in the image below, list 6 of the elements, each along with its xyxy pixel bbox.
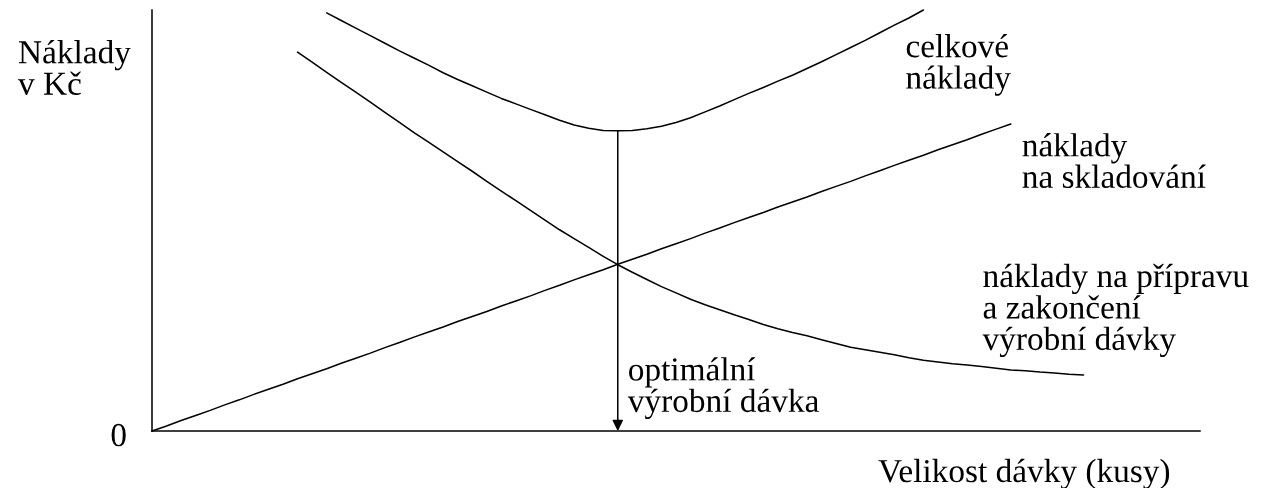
series-label: náklady na skladování xyxy=(1022,133,1206,189)
series-label: náklady na přípravu a zakončení výrobní dávky xyxy=(982,263,1249,358)
text: 0 xyxy=(111,423,126,447)
y-axis-title: Náklady v Kč xyxy=(18,40,131,95)
series-label: celkové náklady xyxy=(906,33,1011,96)
annotation: optimální výrobní dávka xyxy=(627,357,819,419)
